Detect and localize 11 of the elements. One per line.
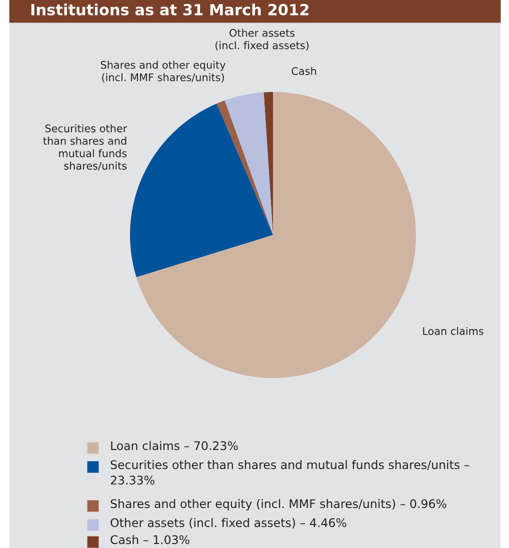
text: Shares and other equity (incl. MMF shares/units) (100, 60, 226, 82)
chart-title: Institutions as at 31 March 2012 (31, 4, 308, 16)
legend-label: Shares and other equity (incl. MMF shares/units) – 0.96% (110, 499, 446, 510)
text: Cash (292, 66, 316, 76)
text: Securities other than shares and mutual funds shares/units (43, 124, 128, 171)
text: Other assets (incl. fixed assets) (216, 28, 308, 50)
legend-label: Other assets (incl. fixed assets) – 4.46% (110, 518, 346, 529)
legend-label: Securities other than shares and mutual funds shares/units – 23.33% (110, 460, 470, 485)
legend-label: Loan claims – 70.23% (111, 441, 238, 450)
text: Loan claims (423, 326, 484, 336)
legend-label: Cash – 1.03% (110, 535, 190, 544)
